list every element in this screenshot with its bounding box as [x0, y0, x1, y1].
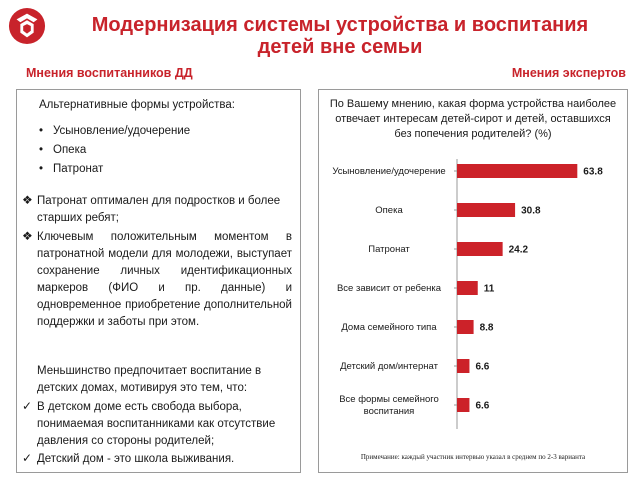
bar-5 [457, 359, 470, 373]
value-label: 30.8 [521, 206, 541, 217]
minority-text: Меньшинство предпочитает воспитание в де… [37, 365, 262, 394]
chart-note: Примечание: каждый участник интервью ука… [360, 453, 586, 461]
bullet-icon: • [39, 125, 44, 137]
list-item-label: Опека [53, 144, 87, 156]
page-title: Модернизация системы устройства и воспит… [60, 14, 620, 58]
bar-0 [457, 164, 578, 178]
bar-2 [457, 242, 503, 256]
category-label: Все формы семейного воспитания [339, 394, 439, 417]
check-freedom: В детском доме есть свобода выбора, пони… [37, 401, 276, 447]
experts-chart-panel: По Вашему мнению, какая форма устройства… [318, 89, 628, 473]
right-subtitle: Мнения экспертов [511, 66, 626, 80]
diamond-bullet-icon: ❖ [22, 193, 33, 207]
alt-forms-heading: Альтернативные формы устройства: [39, 99, 235, 111]
list-item: • Усыновление/удочерение [39, 122, 190, 141]
category-label: Патронат [368, 244, 410, 255]
bullet-icon: • [39, 163, 44, 175]
category-label: Опека [375, 205, 403, 216]
category-label: Все зависит от ребенка [337, 283, 442, 294]
left-subtitle: Мнения воспитанников ДД [26, 66, 193, 80]
chart-title: По Вашему мнению, какая форма устройства… [329, 98, 617, 140]
category-label: Усыновление/удочерение [332, 166, 445, 177]
value-label: 6.6 [475, 401, 489, 412]
value-label: 63.8 [583, 167, 603, 178]
title-line-1: Модернизация системы устройства и воспит… [91, 14, 589, 36]
bar-chart: 63.8 Усыновление/удочерение 30.8 Опека 24.2 П… [332, 159, 603, 429]
bar-4 [457, 320, 474, 334]
checkmark-icon: ✓ [22, 399, 33, 413]
value-label: 11 [484, 284, 495, 295]
list-item: • Патронат [39, 160, 190, 179]
alt-forms-list: • Усыновление/удочерение • Опека • Патронат [39, 122, 190, 179]
point-patronage-optimal: Патронат оптимален для подростков и боле… [37, 195, 281, 224]
title-line-2: детей вне семьи [257, 36, 423, 58]
bar-6 [457, 398, 470, 412]
checkmark-icon: ✓ [22, 451, 33, 465]
list-item: • Опека [39, 141, 190, 160]
point-patronage-advantage: Ключевым положительным моментом в патрон… [37, 231, 292, 328]
value-label: 24.2 [509, 245, 529, 256]
bar-3 [457, 281, 478, 295]
bullet-icon: • [39, 144, 44, 156]
category-label: Дома семейного типа [341, 322, 437, 333]
company-logo [8, 7, 46, 45]
diamond-bullet-icon: ❖ [22, 229, 33, 243]
value-label: 8.8 [480, 323, 494, 334]
category-label: Детский дом/интернат [340, 361, 438, 372]
check-survival-school: Детский дом - это школа выживания. [37, 453, 235, 465]
value-label: 6.6 [475, 362, 489, 373]
bar-1 [457, 203, 516, 217]
list-item-label: Патронат [53, 163, 104, 175]
list-item-label: Усыновление/удочерение [53, 125, 191, 137]
pupils-opinions-panel: Альтернативные формы устройства: • Усынов… [16, 89, 301, 473]
